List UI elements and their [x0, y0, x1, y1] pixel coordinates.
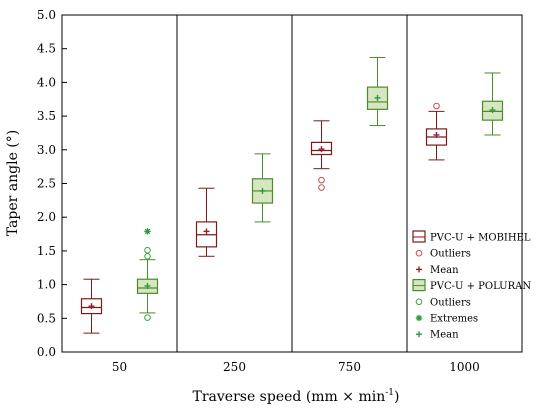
mean-marker — [489, 107, 496, 114]
box-50 — [136, 228, 159, 321]
legend-label: Mean — [430, 265, 459, 276]
x-tick-label: 750 — [338, 360, 361, 374]
box-250 — [251, 153, 274, 223]
series-mobihel — [80, 102, 448, 334]
legend-mean-swatch — [416, 266, 422, 273]
box-1000 — [481, 72, 504, 136]
mean-marker — [374, 94, 381, 101]
legend-extreme-swatch-d2 — [416, 315, 422, 321]
legend-item: Outliers — [415, 297, 471, 308]
legend-label: PVC-U + MOBIHEL — [430, 233, 531, 244]
legend-item: Outliers — [415, 249, 471, 260]
legend-mean-swatch — [416, 331, 422, 338]
y-tick-label: 5.0 — [37, 8, 56, 22]
legend-item: Mean — [416, 265, 459, 276]
y-tick-label: 1.0 — [37, 278, 56, 292]
y-tick-label: 1.5 — [37, 244, 56, 258]
box-1000 — [425, 102, 448, 161]
mean-marker — [433, 131, 440, 138]
legend-outlier-swatch — [415, 249, 423, 257]
box-50 — [80, 278, 103, 334]
y-axis: 0.0 0.5 1.0 1.5 2.0 2.5 3.0 3.5 4.0 4.5 5.0 — [37, 8, 67, 359]
y-tick-label: 0.0 — [37, 345, 56, 359]
x-tick-label: 1000 — [449, 360, 480, 374]
x-tick-label: 50 — [112, 360, 127, 374]
extreme-point — [144, 228, 151, 235]
legend-label: Mean — [430, 330, 459, 341]
outlier-point — [433, 102, 440, 110]
mean-marker — [203, 228, 210, 235]
outlier-point — [318, 176, 325, 184]
legend-label: Extremes — [430, 314, 478, 325]
x-axis-title-end: ) — [394, 389, 399, 405]
legend-label: Outliers — [430, 249, 471, 260]
x-axis-title-superscript: -1 — [385, 388, 394, 398]
legend-extreme-swatch — [415, 314, 423, 322]
legend-item: PVC-U + POLURAN — [412, 279, 531, 292]
legend-item: Mean — [416, 330, 459, 341]
outlier-point — [144, 246, 151, 254]
mean-marker — [88, 303, 95, 310]
y-tick-label: 2.0 — [37, 210, 56, 224]
outlier-point — [144, 314, 151, 321]
mean-marker — [318, 146, 325, 153]
box-750 — [310, 120, 333, 191]
legend-outlier-swatch — [415, 298, 423, 306]
legend: PVC-U + MOBIHEL Outliers Mean PVC-U + POLUR… — [412, 230, 531, 341]
extreme-point-d2 — [144, 228, 151, 235]
y-tick-label: 2.5 — [37, 177, 56, 191]
legend-label: PVC-U + POLURAN — [430, 281, 531, 292]
x-axis: 50 250 750 1000 — [112, 15, 480, 374]
legend-item: PVC-U + MOBIHEL — [412, 230, 531, 244]
legend-label: Outliers — [430, 297, 471, 308]
legend-item: Extremes — [415, 314, 478, 325]
y-tick-label: 0.5 — [37, 311, 56, 325]
y-tick-label: 3.0 — [37, 143, 56, 157]
x-tick-label: 250 — [223, 360, 246, 374]
plot-area — [80, 56, 504, 334]
y-tick-label: 4.5 — [37, 42, 56, 56]
y-axis-title: Taper angle (°) — [5, 130, 21, 236]
mean-marker — [144, 282, 151, 289]
outlier-point — [318, 184, 325, 191]
box-250 — [195, 187, 218, 257]
box-750 — [366, 56, 389, 127]
series-poluran — [136, 56, 504, 321]
y-tick-label: 4.0 — [37, 75, 56, 89]
y-tick-label: 3.5 — [37, 109, 56, 123]
x-axis-title-main: Traverse speed (mm × min — [193, 389, 386, 405]
x-axis-title: Traverse speed (mm × min-1) — [193, 388, 400, 405]
mean-marker — [259, 187, 266, 194]
